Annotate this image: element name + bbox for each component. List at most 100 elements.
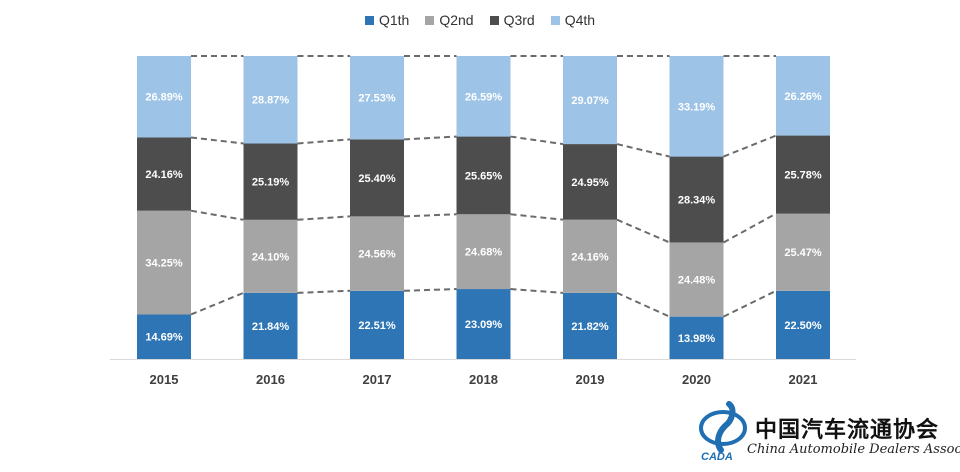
series-line-q2nd xyxy=(616,218,670,244)
data-label: 23.09% xyxy=(465,319,503,331)
data-label: 21.84% xyxy=(252,321,290,333)
data-label: 26.59% xyxy=(465,91,503,103)
data-label: 28.87% xyxy=(252,95,290,107)
bars-group: 14.69% 34.25% 24.16% 26.89% 21.84% 24.10% 25.1… xyxy=(137,56,830,359)
bar-segment-q4th-2015 xyxy=(137,56,191,138)
data-label: 22.51% xyxy=(358,320,396,332)
legend-swatch xyxy=(364,15,374,25)
logo-mark-text: CADA xyxy=(701,451,733,463)
data-label: 28.34% xyxy=(678,195,716,207)
data-label: 25.78% xyxy=(784,170,822,182)
data-label: 34.25% xyxy=(145,258,183,270)
legend-item-q1th: Q1th xyxy=(364,12,410,28)
data-label: 24.48% xyxy=(678,275,716,287)
legend-swatch xyxy=(489,15,499,25)
x-tick-label: 2021 xyxy=(789,372,818,387)
bar-segment-q2nd-2018 xyxy=(456,214,511,290)
data-label: 33.19% xyxy=(678,101,716,113)
bar-segment-q3rd-2020 xyxy=(669,156,724,243)
bar-segment-q2nd-2016 xyxy=(243,219,298,293)
x-tick-label: 2016 xyxy=(256,372,285,387)
legend-item-q3rd: Q3rd xyxy=(489,12,535,28)
data-label: 26.26% xyxy=(784,91,822,103)
logo-name-cn: 中国汽车流通协会 xyxy=(755,417,940,443)
data-label: 25.40% xyxy=(358,173,396,185)
data-label: 27.53% xyxy=(358,93,396,105)
bar-segment-q1th-2015 xyxy=(137,314,191,359)
bar-segment-q1th-2021 xyxy=(776,290,830,359)
bar-segment-q2nd-2019 xyxy=(563,219,617,293)
x-tick-label: 2017 xyxy=(363,372,392,387)
association-logo: CADA 中国汽车流通协会 China Automobile Dealers A… xyxy=(695,398,960,464)
legend-item-q2nd: Q2nd xyxy=(425,12,474,28)
bar-segment-q3rd-2016 xyxy=(243,143,298,220)
series-line-q1th xyxy=(190,291,244,316)
data-label: 24.16% xyxy=(145,169,183,181)
data-label: 24.56% xyxy=(358,249,396,261)
series-lines-group xyxy=(190,55,777,318)
logo-mark-icon: CADA xyxy=(699,401,747,463)
data-label: 29.07% xyxy=(571,95,609,107)
data-label: 25.19% xyxy=(252,177,290,189)
bar-segment-q4th-2020 xyxy=(669,56,724,157)
series-line-q1th xyxy=(723,289,777,318)
series-line-q2nd xyxy=(297,215,351,221)
bar-segment-q2nd-2020 xyxy=(669,242,724,317)
data-label: 22.50% xyxy=(784,320,822,332)
series-line-q3rd xyxy=(297,138,351,145)
bar-segment-q4th-2017 xyxy=(350,56,404,140)
bar-segment-q1th-2017 xyxy=(350,290,404,359)
data-label: 26.89% xyxy=(145,92,183,104)
bar-segment-q3rd-2021 xyxy=(776,135,830,214)
series-line-q2nd xyxy=(510,213,564,221)
data-label: 24.68% xyxy=(465,247,503,259)
bar-segment-q1th-2019 xyxy=(563,292,617,359)
x-tick-label: 2015 xyxy=(150,372,179,387)
series-line-q2nd xyxy=(403,213,457,218)
data-label: 25.65% xyxy=(465,170,503,182)
bar-segment-q3rd-2015 xyxy=(137,137,191,211)
x-tick-label: 2020 xyxy=(682,372,711,387)
series-line-q1th xyxy=(403,288,457,292)
legend-label: Q2nd xyxy=(439,12,474,28)
bar-segment-q2nd-2021 xyxy=(776,213,830,291)
data-label: 21.82% xyxy=(571,321,609,333)
x-tick-label: 2019 xyxy=(576,372,605,387)
bar-segment-q4th-2016 xyxy=(243,56,298,144)
bar-segment-q2nd-2017 xyxy=(350,216,404,291)
series-line-q1th xyxy=(616,291,670,318)
series-line-q2nd xyxy=(723,212,777,244)
legend-item-q4th: Q4th xyxy=(550,12,596,28)
series-line-q3rd xyxy=(403,135,457,141)
series-line-q1th xyxy=(510,288,564,294)
legend-swatch xyxy=(550,15,560,25)
data-label: 13.98% xyxy=(678,333,716,345)
series-line-q3rd xyxy=(510,135,564,146)
data-label: 24.95% xyxy=(571,177,609,189)
series-line-q3rd xyxy=(723,134,777,158)
data-label: 25.47% xyxy=(784,247,822,259)
data-label: 14.69% xyxy=(145,332,183,344)
legend-swatch xyxy=(425,15,435,25)
series-line-q3rd xyxy=(190,136,244,145)
legend-label: Q4th xyxy=(564,12,596,28)
bar-segment-q1th-2020 xyxy=(669,316,724,359)
series-line-q3rd xyxy=(616,143,670,158)
x-tick-label: 2018 xyxy=(469,372,498,387)
legend-label: Q3rd xyxy=(503,12,535,28)
bar-segment-q3rd-2018 xyxy=(456,136,511,215)
bar-segment-q1th-2018 xyxy=(456,289,511,359)
logo-name-en: China Automobile Dealers Association xyxy=(747,442,960,457)
data-label: 24.16% xyxy=(571,251,609,263)
legend-label: Q1th xyxy=(378,12,410,28)
series-line-q2nd xyxy=(190,209,244,221)
chart-legend: Q1th Q2nd Q3rd Q4th xyxy=(0,12,960,28)
bar-segment-q3rd-2017 xyxy=(350,139,404,217)
bar-segment-q4th-2019 xyxy=(563,56,617,145)
bar-segment-q2nd-2015 xyxy=(137,210,191,315)
bar-segment-q4th-2018 xyxy=(456,56,511,137)
bar-segment-q3rd-2019 xyxy=(563,144,617,220)
data-label: 24.10% xyxy=(252,251,290,263)
